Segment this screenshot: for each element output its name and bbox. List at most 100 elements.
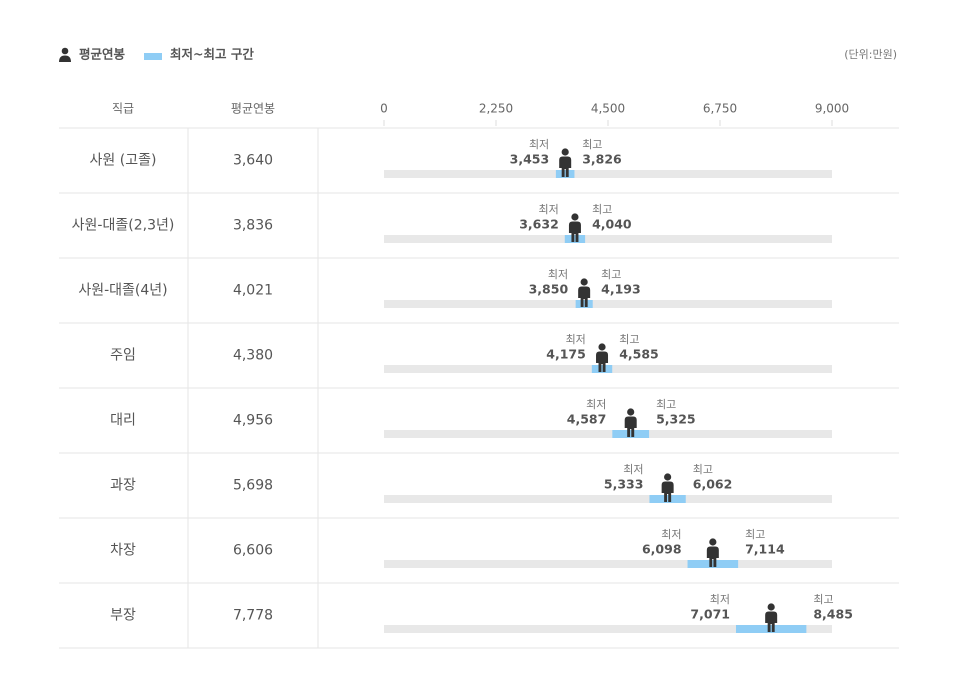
marker-body	[578, 286, 591, 307]
max-value: 3,826	[582, 152, 622, 167]
marker-head	[767, 603, 775, 611]
min-caption: 최저	[539, 203, 559, 216]
track	[384, 495, 832, 503]
average-value: 4,021	[233, 283, 273, 299]
average-value: 5,698	[233, 478, 273, 494]
unit-label: (단위:만원)	[844, 48, 897, 61]
max-value: 7,114	[745, 542, 785, 557]
legend-icon	[61, 47, 69, 55]
max-value: 4,585	[619, 347, 659, 362]
min-caption: 최저	[529, 138, 549, 151]
row-label: 대리	[110, 413, 136, 429]
range-bar	[575, 300, 593, 308]
row-label: 주임	[110, 348, 136, 364]
min-value: 3,453	[510, 152, 550, 167]
min-caption: 최저	[661, 528, 681, 541]
min-caption: 최저	[586, 398, 606, 411]
legend-label: 평균연봉	[79, 47, 126, 62]
max-caption: 최고	[693, 463, 713, 476]
marker-body	[661, 481, 674, 502]
x-tick-label: 0	[380, 102, 388, 116]
row-label: 사원-대졸(2,3년)	[72, 218, 175, 234]
range-bar	[687, 560, 739, 568]
min-value: 3,850	[529, 282, 569, 297]
marker-body	[568, 221, 581, 242]
average-marker	[578, 278, 591, 307]
column-header: 직급	[112, 102, 134, 116]
average-marker	[706, 538, 719, 567]
min-caption: 최저	[548, 268, 568, 281]
legend-swatch	[144, 53, 162, 60]
average-value: 6,606	[233, 543, 273, 559]
range-bar	[612, 430, 650, 438]
marker-body	[559, 156, 572, 177]
average-value: 4,380	[233, 348, 273, 364]
average-value: 3,640	[233, 153, 273, 169]
track	[384, 235, 832, 243]
marker-head	[598, 343, 606, 351]
track	[384, 170, 832, 178]
max-caption: 최고	[656, 398, 676, 411]
row-label: 부장	[110, 608, 136, 624]
track	[384, 430, 832, 438]
x-tick-label: 2,250	[479, 102, 513, 116]
row-label: 사원-대졸(4년)	[78, 283, 167, 299]
max-value: 6,062	[693, 477, 733, 492]
marker-body	[624, 416, 637, 437]
average-marker	[661, 473, 674, 502]
average-value: 3,836	[233, 218, 273, 234]
min-value: 4,587	[567, 412, 607, 427]
marker-head	[561, 148, 569, 156]
marker-head	[709, 538, 717, 546]
legend: 평균연봉 최저~최고 구간	[59, 47, 254, 62]
min-value: 7,071	[690, 607, 730, 622]
max-caption: 최고	[601, 268, 621, 281]
marker-head	[571, 213, 579, 221]
row-label: 과장	[110, 478, 136, 494]
marker-body	[706, 546, 719, 567]
x-tick-label: 6,750	[703, 102, 737, 116]
max-value: 8,485	[813, 607, 853, 622]
marker-body	[765, 611, 778, 632]
range-bar	[649, 495, 686, 503]
marker-body	[596, 351, 609, 372]
min-value: 5,333	[604, 477, 644, 492]
min-value: 4,175	[546, 347, 586, 362]
average-marker	[765, 603, 778, 632]
track	[384, 300, 832, 308]
min-caption: 최저	[710, 593, 730, 606]
average-marker	[559, 148, 572, 177]
average-value: 4,956	[233, 413, 273, 429]
max-caption: 최고	[619, 333, 639, 346]
average-marker	[624, 408, 637, 437]
marker-head	[664, 473, 672, 481]
max-value: 4,040	[592, 217, 632, 232]
max-value: 5,325	[656, 412, 696, 427]
x-tick-label: 4,500	[591, 102, 625, 116]
marker-head	[627, 408, 635, 416]
max-value: 4,193	[601, 282, 641, 297]
legend-label: 최저~최고 구간	[170, 47, 254, 62]
average-value: 7,778	[233, 608, 273, 624]
min-value: 3,632	[519, 217, 559, 232]
min-value: 6,098	[642, 542, 682, 557]
range-bar	[591, 365, 613, 373]
track	[384, 625, 832, 633]
range-bar	[735, 625, 807, 633]
column-header: 평균연봉	[231, 102, 275, 116]
max-caption: 최고	[582, 138, 602, 151]
row-label: 사원 (고졸)	[90, 153, 157, 169]
x-tick-label: 9,000	[815, 102, 849, 116]
range-bar	[555, 170, 575, 178]
range-bar	[564, 235, 586, 243]
marker-head	[580, 278, 588, 286]
average-marker	[568, 213, 581, 242]
track	[384, 560, 832, 568]
max-caption: 최고	[745, 528, 765, 541]
legend-icon	[59, 55, 71, 62]
min-caption: 최저	[566, 333, 586, 346]
max-caption: 최고	[592, 203, 612, 216]
average-marker	[596, 343, 609, 372]
row-label: 차장	[110, 543, 136, 559]
